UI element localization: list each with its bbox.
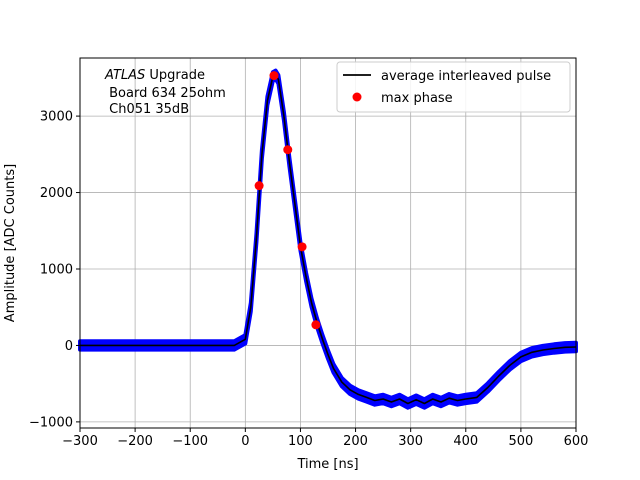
y-tick-label: −1000 [29,415,73,430]
annotation-line-3: Ch051 35dB [105,102,189,117]
y-tick-label: 0 [65,339,73,354]
average-pulse-line [80,74,577,405]
plot-frame [79,57,577,429]
y-tick-label: 2000 [40,186,73,201]
x-tick-label: 400 [453,434,478,449]
samples-band [78,68,578,410]
x-axis-label: Time [ns] [296,457,358,472]
max-phase-point [269,71,279,81]
annotation-line-2: Board 634 25ohm [105,86,226,101]
legend-max-phase-label: max phase [381,91,453,106]
axis-ticks: −300 −200 −100 0 100 200 300 400 500 600−10000100… [29,110,588,449]
legend: average interleaved pulse max phase [336,61,571,113]
x-tick-label: 0 [241,434,249,449]
annotation-upgrade: Upgrade [145,68,205,83]
y-axis-label: Amplitude [ADC Counts] [3,164,18,322]
y-tick-label: 1000 [40,262,73,277]
x-tick-label: 100 [288,434,313,449]
max-phase-point [283,145,293,155]
legend-average-label: average interleaved pulse [381,69,551,84]
x-tick-label: −100 [172,434,208,449]
max-phase-point [311,320,321,330]
max-phase-point [297,242,307,252]
annotation-line-1: ATLAS Upgrade [104,68,205,83]
y-tick-label: 3000 [40,110,73,125]
x-tick-label: 300 [398,434,423,449]
max-phase-point [254,181,264,191]
samples-band-area [78,68,578,410]
x-tick-label: 500 [508,434,533,449]
average-pulse-line-group [80,74,577,405]
x-tick-label: 200 [343,434,368,449]
x-tick-label: 600 [564,434,589,449]
x-tick-label: −200 [117,434,153,449]
annotation-atlas: ATLAS [104,68,145,83]
x-tick-label: −300 [62,434,98,449]
legend-max-phase-swatch [352,92,362,102]
legend-frame [336,61,571,113]
max-phase-points [254,71,321,330]
annotation-box: ATLAS Upgrade Board 634 25ohm Ch051 35dB [104,68,226,117]
